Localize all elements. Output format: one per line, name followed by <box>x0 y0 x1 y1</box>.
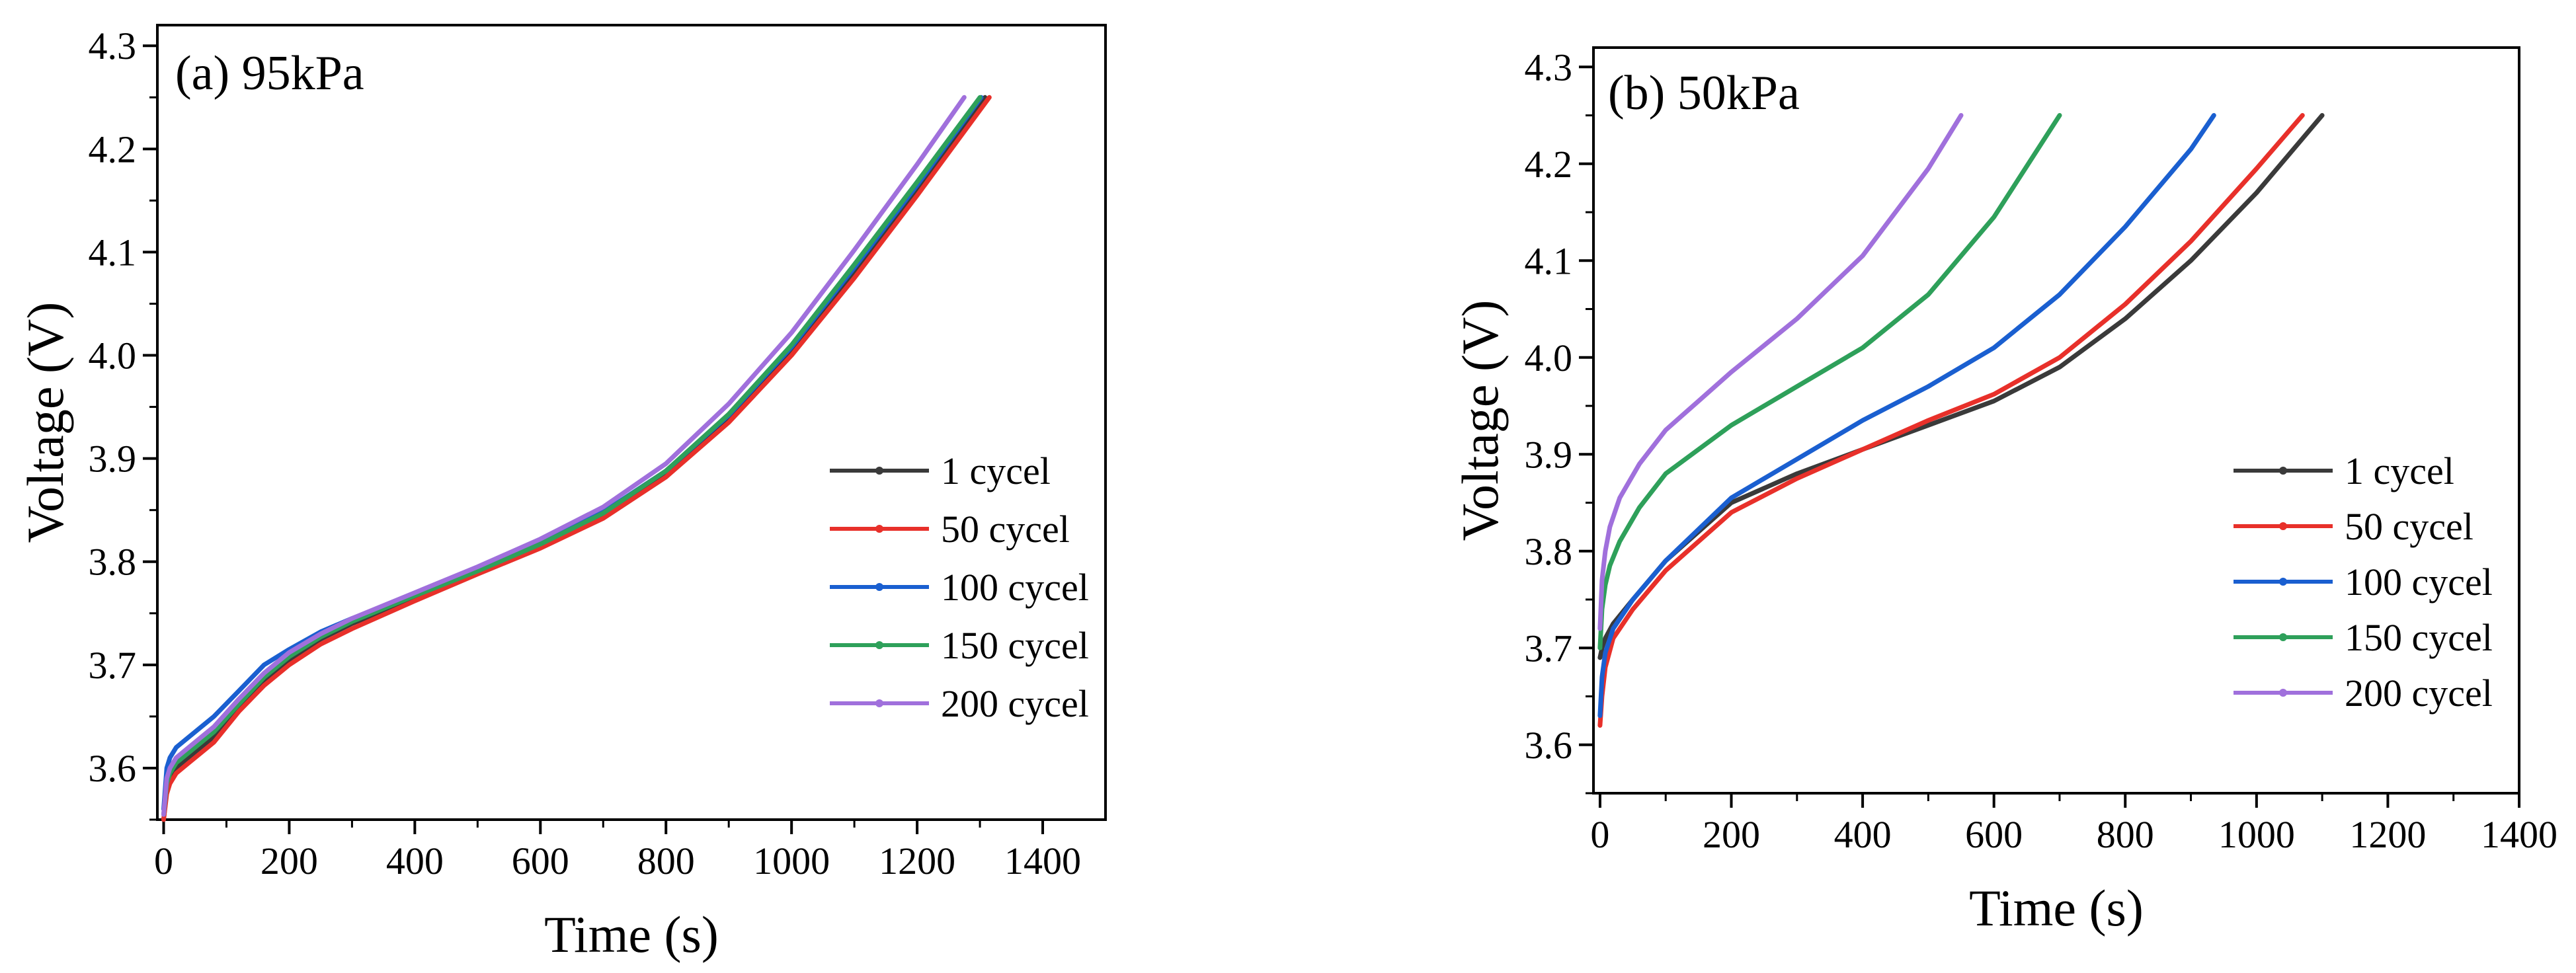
legend-marker <box>875 525 883 533</box>
legend-marker <box>2279 522 2287 530</box>
y-tick-label: 4.1 <box>89 231 137 274</box>
y-tick-label: 4.2 <box>1525 143 1573 186</box>
legend-marker <box>875 583 883 591</box>
y-tick-label: 4.0 <box>1525 336 1573 379</box>
x-tick-label: 1400 <box>1004 839 1081 882</box>
legend-label: 200 cycel <box>2345 672 2493 715</box>
y-tick-label: 4.1 <box>1525 239 1573 282</box>
y-tick-label: 4.3 <box>89 24 137 67</box>
y-tick-label: 4.2 <box>89 128 137 171</box>
y-tick-label: 3.6 <box>1525 724 1573 767</box>
x-tick-label: 1200 <box>879 839 955 882</box>
legend-label: 100 cycel <box>2345 561 2493 603</box>
x-tick-label: 400 <box>1834 813 1892 856</box>
series-line-5 <box>1597 113 1964 631</box>
legend-label: 50 cycel <box>2345 505 2474 548</box>
y-tick-label: 3.6 <box>89 747 137 790</box>
chart-panel-a: 0 200 400 600 800 1000 1200 1400 3.6 3.7 3.8 3.9 4.0… <box>17 24 1107 963</box>
panel-title: (b) 50kPa <box>1608 66 1800 120</box>
y-axis-title: Voltage (V) <box>17 302 74 543</box>
legend-label: 150 cycel <box>941 624 1089 667</box>
x-tick-label: 1200 <box>2349 813 2426 856</box>
series-line-4 <box>1597 113 2062 650</box>
y-tick-label: 3.7 <box>89 644 137 687</box>
y-tick-label: 3.9 <box>89 438 137 481</box>
x-tick-label: 1400 <box>2481 813 2557 856</box>
series-line-4 <box>161 95 983 817</box>
plot-frame <box>1592 46 2520 795</box>
plot-frame <box>156 24 1107 821</box>
x-tick-label: 600 <box>1965 813 2023 856</box>
legend-label: 1 cycel <box>2345 449 2454 492</box>
x-tick-label: 400 <box>386 839 444 882</box>
legend-label: 100 cycel <box>941 566 1089 609</box>
y-tick-label: 4.3 <box>1525 46 1573 89</box>
y-tick-label: 4.0 <box>89 334 137 377</box>
legend-marker <box>875 699 883 707</box>
x-tick-label: 200 <box>261 839 318 882</box>
x-tick-label: 600 <box>512 839 569 882</box>
series-line-5 <box>161 95 967 817</box>
legend-label: 1 cycel <box>941 449 1051 492</box>
legend-marker <box>2279 633 2287 641</box>
series-line-3 <box>1597 113 2216 719</box>
legend-label: 150 cycel <box>2345 616 2493 659</box>
x-axis-title: Time (s) <box>1969 879 2144 937</box>
x-axis-title: Time (s) <box>544 906 719 963</box>
panel-title: (a) 95kPa <box>175 46 364 100</box>
legend-marker <box>875 641 883 649</box>
chart-panel-b: 0 200 400 600 800 1000 1200 1400 3.6 3.7 3.8 3.9 4.0… <box>1451 46 2557 937</box>
series-line-2 <box>1597 113 2305 728</box>
y-tick-label: 3.7 <box>1525 627 1573 670</box>
x-tick-label: 1000 <box>753 839 830 882</box>
y-tick-label: 3.8 <box>1525 530 1573 573</box>
y-tick-label: 3.8 <box>89 541 137 584</box>
legend-label: 200 cycel <box>941 682 1089 725</box>
y-tick-label: 3.9 <box>1525 433 1573 476</box>
series-line-2 <box>161 95 992 822</box>
x-tick-label: 200 <box>1703 813 1760 856</box>
x-tick-label: 0 <box>154 839 173 882</box>
y-axis-title: Voltage (V) <box>1451 300 1509 541</box>
x-tick-label: 800 <box>2097 813 2154 856</box>
legend-marker <box>2279 578 2287 586</box>
legend-marker <box>2279 689 2287 697</box>
legend-marker <box>2279 467 2287 475</box>
x-tick-label: 800 <box>637 839 695 882</box>
x-tick-label: 1000 <box>2218 813 2295 856</box>
x-tick-label: 0 <box>1590 813 1609 856</box>
legend-label: 50 cycel <box>941 508 1070 551</box>
legend-marker <box>875 467 883 475</box>
